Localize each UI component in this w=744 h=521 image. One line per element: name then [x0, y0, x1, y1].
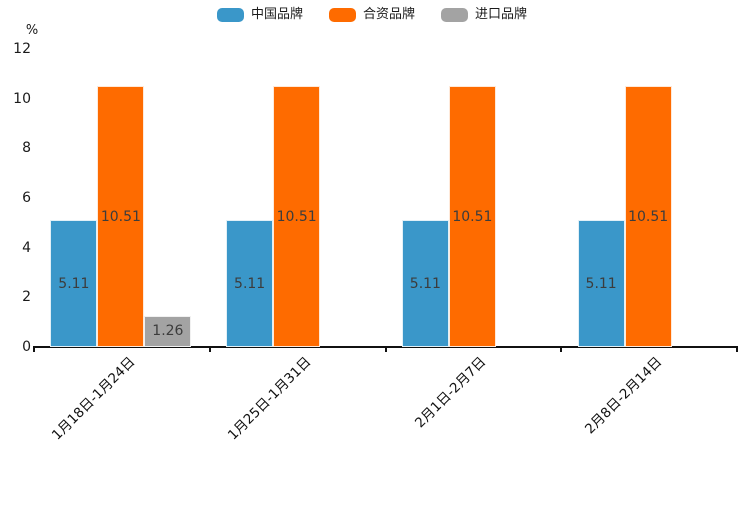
x-axis-tick: [384, 347, 387, 352]
y-tick-label: 8: [22, 140, 31, 157]
x-axis-tick: [33, 347, 35, 352]
bar: [448, 86, 496, 347]
bar-value-label: 1.26: [152, 323, 184, 340]
bar-value-label: 10.51: [452, 208, 493, 225]
y-axis-unit-label: %: [25, 23, 39, 38]
y-tick-label: 12: [13, 41, 31, 57]
bar: [144, 315, 192, 347]
bar-value-label: 10.51: [276, 208, 317, 225]
x-axis-tick: [560, 347, 563, 352]
plot-area: % 0 2 4 6 8 10 12 5.11 5.11 5.11 5.11 10.51 10.51 10.…: [13, 23, 738, 443]
bar: [401, 220, 449, 347]
y-tick-label: 4: [22, 239, 31, 256]
legend-swatch: [328, 8, 356, 22]
bar-value-label: 5.11: [585, 275, 617, 292]
bar-value-label: 5.11: [58, 275, 90, 292]
bar-value-label: 10.51: [100, 208, 141, 225]
legend-swatch: [441, 8, 468, 22]
y-tick-label: 2: [22, 289, 31, 306]
bar: [624, 86, 672, 347]
y-tick-label: 6: [22, 190, 31, 206]
bar: [577, 220, 625, 347]
bar-value-label: 5.11: [234, 275, 266, 292]
chart-legend: 中国品牌 合资品牌 进口品牌: [0, 7, 744, 23]
x-axis-tick: [208, 347, 211, 352]
legend-label: 进口品牌: [475, 7, 528, 22]
x-axis-tick: [736, 347, 738, 352]
bar-value-label: 5.11: [409, 275, 441, 292]
legend-swatch: [216, 8, 244, 22]
y-tick-label: 0: [22, 339, 31, 355]
bar-value-label: 10.51: [628, 208, 669, 225]
legend-label: 合资品牌: [362, 7, 415, 22]
bar: [226, 220, 274, 347]
bar: [97, 86, 145, 347]
legend-item: 进口品牌: [441, 7, 527, 23]
legend-item: 合资品牌: [328, 7, 415, 23]
legend-item: 中国品牌: [216, 7, 303, 23]
bar-chart: 中国品牌 合资品牌 进口品牌 % 0 2 4 6 8 10 12 5.11 5.11 5.11 5.11…: [0, 7, 744, 444]
bar: [273, 86, 321, 347]
y-tick-label: 10: [13, 90, 31, 107]
bar: [50, 220, 98, 347]
legend-label: 中国品牌: [250, 7, 303, 22]
